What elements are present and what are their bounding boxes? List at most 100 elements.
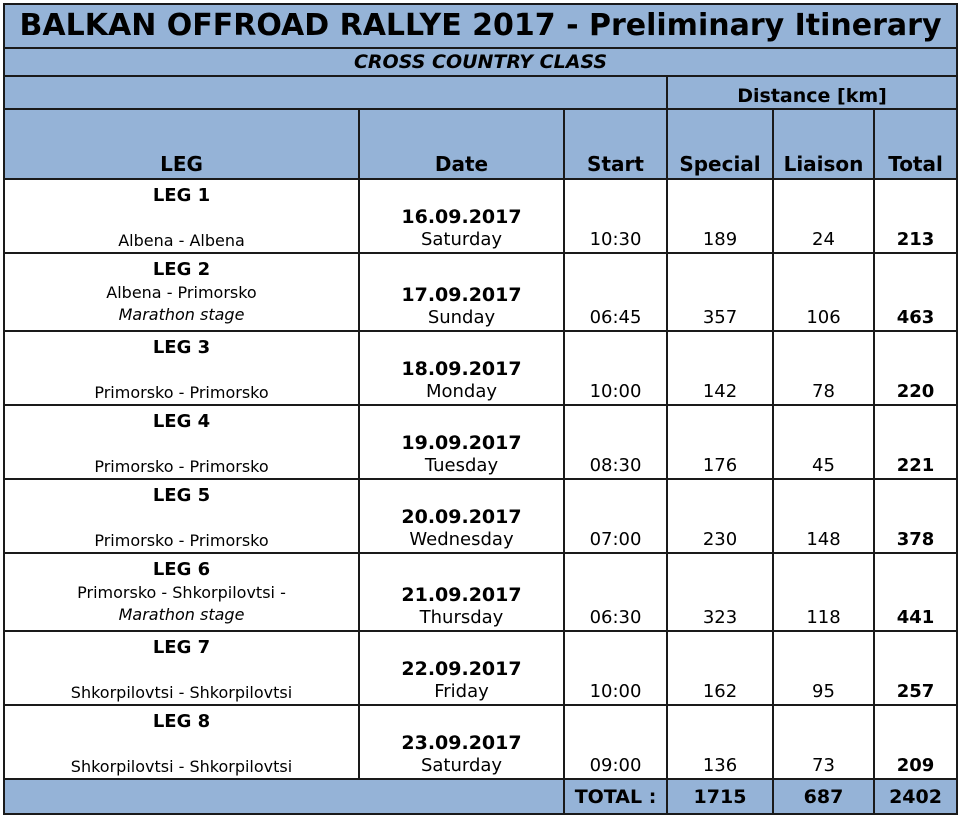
total-total: 2402 — [872, 778, 959, 815]
total-km: 221 — [872, 404, 959, 480]
date-cell: 19.09.2017 Tuesday — [358, 404, 565, 480]
total-spacer — [3, 778, 565, 815]
liaison-km: 95 — [772, 630, 875, 706]
table-row: LEG 4 Primorsko - Primorsko 19.09.2017 T… — [3, 404, 959, 480]
col-header-liaison: Liaison — [772, 108, 875, 180]
leg-cell: LEG 1 Albena - Albena — [3, 178, 360, 254]
table-row: LEG 6 Primorsko - Shkorpilovtsi - Marath… — [3, 552, 959, 632]
col-header-leg: LEG — [3, 108, 360, 180]
start-time: 06:30 — [563, 552, 668, 632]
liaison-km: 45 — [772, 404, 875, 480]
leg-date: 17.09.2017 — [401, 284, 522, 306]
col-header-total: Total — [872, 108, 959, 180]
special-km: 230 — [666, 478, 774, 554]
liaison-km: 148 — [772, 478, 875, 554]
leg-date: 16.09.2017 — [401, 206, 522, 228]
leg-name: LEG 7 — [152, 637, 211, 658]
total-km: 257 — [872, 630, 959, 706]
leg-route: Albena - Primorsko — [106, 283, 257, 302]
special-km: 323 — [666, 552, 774, 632]
leg-note: Marathon stage — [118, 605, 245, 624]
leg-name: LEG 4 — [152, 411, 211, 432]
class-subtitle: CROSS COUNTRY CLASS — [2, 47, 959, 77]
date-cell: 18.09.2017 Monday — [358, 330, 565, 406]
col-header-special: Special — [666, 108, 774, 180]
table-row: LEG 3 Primorsko - Primorsko 18.09.2017 M… — [3, 330, 959, 406]
leg-name: LEG 5 — [152, 485, 211, 506]
date-cell: 17.09.2017 Sunday — [358, 252, 565, 332]
leg-day: Monday — [425, 381, 498, 402]
table-row: LEG 7 Shkorpilovtsi - Shkorpilovtsi 22.0… — [3, 630, 959, 706]
leg-day: Wednesday — [409, 529, 514, 550]
table-row: LEG 8 Shkorpilovtsi - Shkorpilovtsi 23.0… — [3, 704, 959, 780]
total-km: 378 — [872, 478, 959, 554]
date-cell: 22.09.2017 Friday — [358, 630, 565, 706]
leg-date: 18.09.2017 — [401, 358, 522, 380]
total-km: 213 — [872, 178, 959, 254]
liaison-km: 106 — [772, 252, 875, 332]
leg-note: Marathon stage — [118, 305, 245, 324]
leg-cell: LEG 4 Primorsko - Primorsko — [3, 404, 360, 480]
header-spacer — [3, 75, 668, 110]
leg-day: Thursday — [419, 607, 504, 628]
special-km: 162 — [666, 630, 774, 706]
special-km: 189 — [666, 178, 774, 254]
leg-route: Primorsko - Shkorpilovtsi - — [77, 583, 286, 602]
special-km: 176 — [666, 404, 774, 480]
total-liaison: 687 — [772, 778, 875, 815]
leg-route: Primorsko - Primorsko — [94, 383, 269, 402]
leg-name: LEG 3 — [152, 337, 211, 358]
leg-day: Saturday — [420, 755, 503, 776]
itinerary-table: BALKAN OFFROAD RALLYE 2017 - Preliminary… — [2, 3, 959, 815]
col-header-date: Date — [358, 108, 565, 180]
leg-name: LEG 8 — [152, 711, 211, 732]
special-km: 142 — [666, 330, 774, 406]
start-time: 10:00 — [563, 630, 668, 706]
table-row: LEG 5 Primorsko - Primorsko 20.09.2017 W… — [3, 478, 959, 554]
table-row: LEG 2 Albena - Primorsko Marathon stage … — [3, 252, 959, 332]
leg-route: Primorsko - Primorsko — [94, 531, 269, 550]
table-title: BALKAN OFFROAD RALLYE 2017 - Preliminary… — [2, 3, 959, 49]
leg-route: Shkorpilovtsi - Shkorpilovtsi — [70, 757, 293, 776]
special-km: 136 — [666, 704, 774, 780]
start-time: 06:45 — [563, 252, 668, 332]
leg-date: 21.09.2017 — [401, 584, 522, 606]
col-header-start: Start — [563, 108, 668, 180]
leg-cell: LEG 6 Primorsko - Shkorpilovtsi - Marath… — [3, 552, 360, 632]
table-row: LEG 1 Albena - Albena 16.09.2017 Saturda… — [3, 178, 959, 254]
date-cell: 23.09.2017 Saturday — [358, 704, 565, 780]
leg-cell: LEG 7 Shkorpilovtsi - Shkorpilovtsi — [3, 630, 360, 706]
total-km: 441 — [872, 552, 959, 632]
leg-day: Friday — [434, 681, 489, 702]
leg-date: 19.09.2017 — [401, 432, 522, 454]
leg-cell: LEG 8 Shkorpilovtsi - Shkorpilovtsi — [3, 704, 360, 780]
date-cell: 16.09.2017 Saturday — [358, 178, 565, 254]
total-label: TOTAL : — [563, 778, 668, 815]
leg-name: LEG 2 — [152, 259, 211, 280]
leg-date: 20.09.2017 — [401, 506, 522, 528]
leg-name: LEG 6 — [152, 559, 211, 580]
liaison-km: 118 — [772, 552, 875, 632]
liaison-km: 73 — [772, 704, 875, 780]
liaison-km: 24 — [772, 178, 875, 254]
leg-route: Primorsko - Primorsko — [94, 457, 269, 476]
start-time: 09:00 — [563, 704, 668, 780]
leg-cell: LEG 2 Albena - Primorsko Marathon stage — [3, 252, 360, 332]
date-cell: 20.09.2017 Wednesday — [358, 478, 565, 554]
leg-day: Saturday — [420, 229, 503, 250]
leg-date: 22.09.2017 — [401, 658, 522, 680]
leg-name: LEG 1 — [152, 185, 211, 206]
leg-date: 23.09.2017 — [401, 732, 522, 754]
leg-day: Tuesday — [424, 455, 499, 476]
distance-header: Distance [km] — [665, 75, 959, 110]
total-km: 463 — [872, 252, 959, 332]
start-time: 07:00 — [563, 478, 668, 554]
start-time: 10:30 — [563, 178, 668, 254]
special-km: 357 — [666, 252, 774, 332]
total-km: 220 — [872, 330, 959, 406]
total-km: 209 — [872, 704, 959, 780]
total-special: 1715 — [666, 778, 774, 815]
leg-route: Shkorpilovtsi - Shkorpilovtsi — [70, 683, 293, 702]
date-cell: 21.09.2017 Thursday — [358, 552, 565, 632]
leg-cell: LEG 5 Primorsko - Primorsko — [3, 478, 360, 554]
